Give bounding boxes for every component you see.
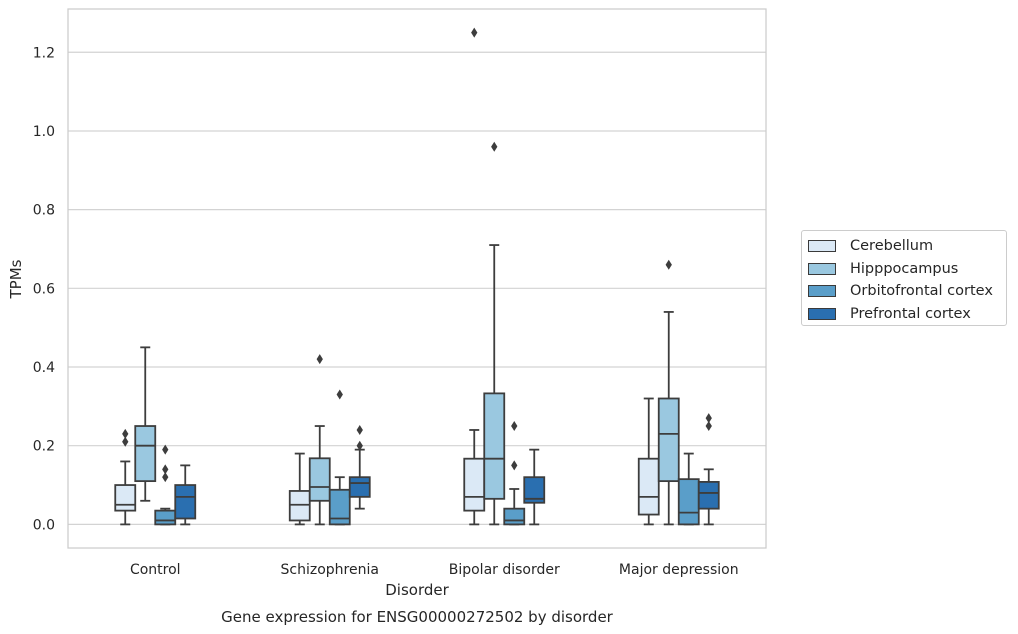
outlier-point bbox=[511, 421, 518, 432]
iqr-box bbox=[348, 476, 371, 498]
iqr-box bbox=[523, 476, 546, 504]
legend-swatch bbox=[808, 307, 836, 320]
box-cerebellum bbox=[463, 27, 486, 526]
legend-swatch bbox=[808, 240, 836, 253]
box-orbitofrontal-cortex bbox=[154, 444, 177, 526]
box-orbitofrontal-cortex bbox=[677, 452, 700, 526]
outlier-point bbox=[316, 354, 323, 365]
outlier-point bbox=[162, 464, 169, 475]
outlier-point bbox=[162, 444, 169, 455]
y-tick-label: 0.2 bbox=[33, 439, 55, 455]
box-hipppocampus bbox=[134, 346, 157, 502]
iqr-box bbox=[503, 507, 526, 526]
legend-swatch bbox=[808, 262, 836, 275]
iqr-box bbox=[463, 457, 486, 512]
x-tick-label: Bipolar disorder bbox=[449, 562, 560, 578]
iqr-box bbox=[677, 478, 700, 526]
plot-frame bbox=[67, 8, 767, 549]
y-tick-label: 1.0 bbox=[33, 124, 55, 140]
outlier-point bbox=[162, 472, 169, 483]
iqr-box bbox=[637, 457, 660, 516]
box-prefrontal-cortex bbox=[174, 464, 197, 526]
outlier-point bbox=[705, 421, 712, 432]
outlier-point bbox=[336, 389, 343, 400]
y-axis-label: TPMs bbox=[7, 259, 25, 299]
legend-item: Prefrontal cortex bbox=[808, 303, 1006, 326]
box-series bbox=[114, 27, 720, 526]
box-prefrontal-cortex bbox=[348, 424, 371, 510]
iqr-box bbox=[483, 392, 506, 500]
iqr-box bbox=[328, 488, 351, 526]
iqr-box bbox=[114, 484, 137, 512]
gridlines bbox=[68, 51, 766, 525]
y-tick-label: 0.4 bbox=[33, 360, 55, 376]
y-tick-label: 1.2 bbox=[33, 45, 55, 61]
iqr-box bbox=[154, 509, 177, 526]
y-tick-label: 0.0 bbox=[33, 517, 55, 533]
legend-label: Cerebellum bbox=[850, 238, 934, 255]
iqr-box bbox=[697, 481, 720, 510]
box-hipppocampus bbox=[657, 259, 680, 526]
y-tick-label: 0.8 bbox=[33, 203, 55, 219]
outlier-point bbox=[491, 141, 498, 152]
iqr-box bbox=[288, 490, 311, 522]
iqr-box bbox=[657, 397, 680, 483]
box-orbitofrontal-cortex bbox=[503, 421, 526, 526]
x-axis-label: Disorder bbox=[385, 581, 449, 599]
iqr-box bbox=[174, 484, 197, 520]
legend-swatch bbox=[808, 285, 836, 298]
legend-item: Cerebellum bbox=[808, 235, 1006, 258]
y-tick-label: 0.6 bbox=[33, 281, 55, 297]
legend-item: Hipppocampus bbox=[808, 258, 1006, 281]
legend: Cerebellum Hipppocampus Orbitofrontal cort… bbox=[801, 230, 1007, 326]
box-cerebellum bbox=[637, 397, 660, 526]
outlier-point bbox=[122, 428, 129, 439]
outlier-point bbox=[705, 413, 712, 424]
box-prefrontal-cortex bbox=[523, 448, 546, 526]
box-orbitofrontal-cortex bbox=[328, 389, 351, 526]
chart-title: Gene expression for ENSG00000272502 by d… bbox=[221, 608, 614, 626]
outlier-point bbox=[511, 460, 518, 471]
legend-label: Hipppocampus bbox=[850, 260, 959, 277]
legend-label: Prefrontal cortex bbox=[850, 305, 971, 322]
box-prefrontal-cortex bbox=[697, 413, 720, 526]
box-cerebellum bbox=[114, 428, 137, 526]
box-hipppocampus bbox=[483, 141, 506, 526]
legend-label: Orbitofrontal cortex bbox=[850, 283, 993, 300]
box-hipppocampus bbox=[308, 354, 331, 526]
outlier-point bbox=[356, 424, 363, 435]
x-tick-label: Major depression bbox=[619, 562, 739, 578]
y-tick-labels: 0.0 0.2 0.4 0.6 0.8 1.0 1.2 bbox=[33, 45, 55, 533]
x-tick-label: Control bbox=[130, 562, 181, 578]
box-cerebellum bbox=[288, 452, 311, 526]
outlier-point bbox=[356, 440, 363, 451]
outlier-point bbox=[665, 259, 672, 270]
iqr-box bbox=[134, 425, 157, 483]
x-tick-labels: Control Schizophrenia Bipolar disorder Majo… bbox=[130, 562, 739, 578]
outlier-point bbox=[471, 27, 478, 38]
x-tick-label: Schizophrenia bbox=[281, 562, 379, 578]
iqr-box bbox=[308, 457, 331, 502]
legend-item: Orbitofrontal cortex bbox=[808, 280, 1006, 303]
outlier-point bbox=[122, 436, 129, 447]
